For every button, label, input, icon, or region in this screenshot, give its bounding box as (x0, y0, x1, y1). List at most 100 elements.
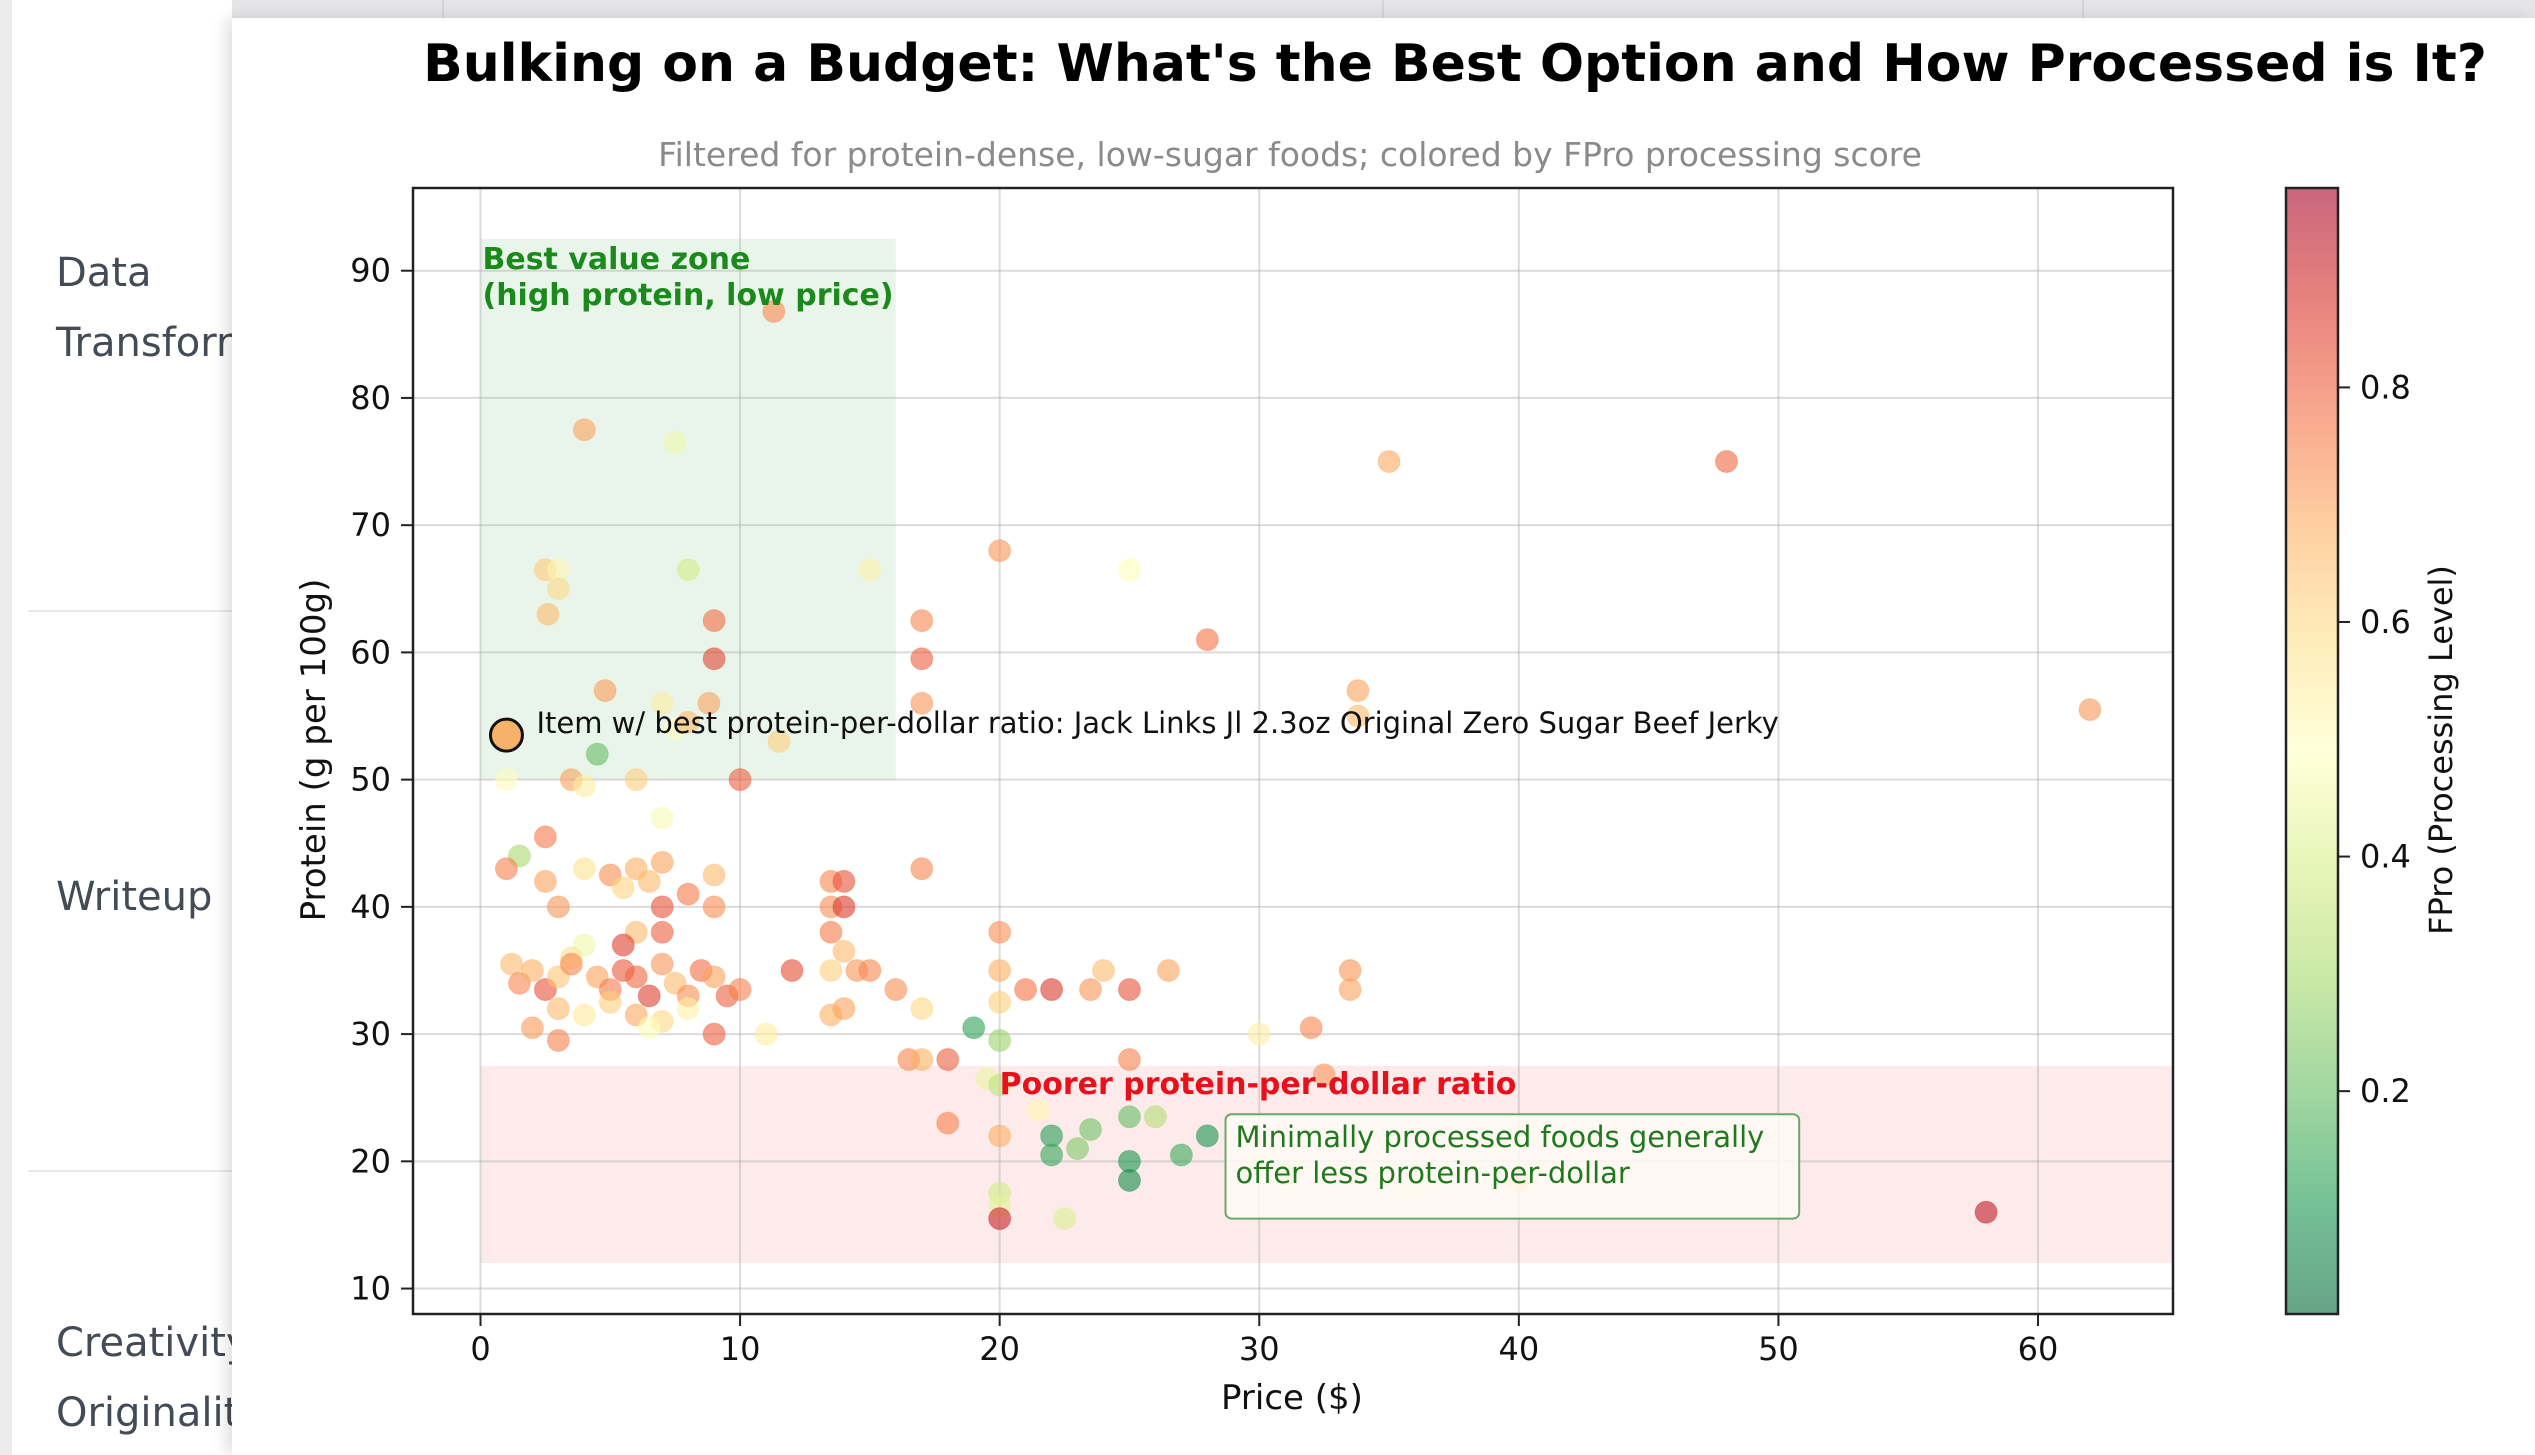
data-point (676, 882, 700, 906)
data-point (650, 850, 674, 874)
colorbar-tick-label: 0.6 (2360, 603, 2411, 641)
data-point (1312, 1063, 1336, 1087)
data-point (650, 952, 674, 976)
data-point (1066, 1137, 1090, 1161)
sidebar-label-creativity: Creativity Originalit (56, 1320, 250, 1436)
data-point (1079, 1118, 1103, 1142)
data-point (500, 952, 524, 976)
data-point (1053, 1207, 1077, 1231)
data-point (884, 978, 908, 1002)
sidebar-label-writeup: Writeup (56, 874, 213, 920)
y-tick-label: 50 (350, 761, 391, 799)
chart-title: Bulking on a Budget: What's the Best Opt… (423, 34, 2487, 94)
data-point (598, 990, 622, 1014)
data-point (637, 1016, 661, 1040)
colorbar-label: FPro (Processing Level) (2422, 565, 2460, 935)
colorbar-tick-label: 0.4 (2360, 838, 2411, 876)
data-point (988, 1073, 1012, 1097)
data-point (676, 710, 700, 734)
data-point (936, 1111, 960, 1135)
note-line-2: offer less protein-per-dollar (1236, 1156, 1630, 1190)
data-point (1195, 1124, 1219, 1148)
y-axis-label: Protein (g per 100g) (294, 579, 334, 922)
x-axis-label: Price ($) (1221, 1378, 1363, 1418)
sidebar-label-data-transform: Data Transforr (56, 250, 233, 366)
data-point (988, 1207, 1012, 1231)
y-tick-label: 60 (350, 633, 391, 671)
data-point (1117, 558, 1141, 582)
y-tick-label: 20 (350, 1142, 391, 1180)
data-point (624, 965, 648, 989)
y-tick-label: 80 (350, 379, 391, 417)
colorbar (2286, 188, 2338, 1314)
data-point (593, 679, 617, 703)
data-point (988, 1124, 1012, 1148)
data-point (2078, 698, 2102, 722)
data-point (988, 1028, 1012, 1052)
data-point (585, 742, 609, 766)
data-point (936, 1048, 960, 1072)
colorbar-tick-label: 0.2 (2360, 1072, 2411, 1110)
data-point (910, 691, 934, 715)
data-point (988, 990, 1012, 1014)
data-point (767, 729, 791, 753)
data-point (650, 895, 674, 919)
data-point (637, 984, 661, 1008)
y-tick-label: 70 (350, 506, 391, 544)
data-point (910, 609, 934, 633)
data-point (520, 958, 544, 982)
data-point (624, 768, 648, 792)
x-tick-label: 0 (470, 1330, 490, 1368)
data-point (910, 1048, 934, 1072)
data-point (1092, 958, 1116, 982)
data-point (832, 869, 856, 893)
x-tick-label: 40 (1498, 1330, 1539, 1368)
poorer-ratio-label: Poorer protein-per-dollar ratio (1000, 1067, 1517, 1102)
data-point (546, 1028, 570, 1052)
data-point (702, 863, 726, 887)
data-point (520, 1016, 544, 1040)
data-point (754, 1022, 778, 1046)
best-value-zone-label: Best value zone (482, 242, 750, 277)
data-point (546, 895, 570, 919)
data-point (1338, 978, 1362, 1002)
data-point (1247, 1022, 1271, 1046)
colorbar-tick-label: 0.8 (2360, 368, 2411, 406)
data-point (702, 1022, 726, 1046)
data-point (663, 430, 687, 454)
data-point (572, 1003, 596, 1027)
rubric-sidebar (12, 0, 272, 1455)
x-tick-label: 30 (1239, 1330, 1280, 1368)
data-point (702, 609, 726, 633)
data-point (676, 997, 700, 1021)
data-point (572, 857, 596, 881)
note-line-1: Minimally processed foods generally (1236, 1120, 1765, 1154)
data-point (702, 895, 726, 919)
data-point (1299, 1016, 1323, 1040)
data-point (728, 978, 752, 1002)
data-point (650, 806, 674, 830)
data-point (637, 869, 661, 893)
data-point (533, 825, 557, 849)
data-point (1117, 1168, 1141, 1192)
data-point (559, 952, 583, 976)
data-point (1974, 1200, 1998, 1224)
data-point (1027, 1098, 1051, 1122)
data-point (494, 857, 518, 881)
best-value-zone (480, 238, 896, 780)
data-point (611, 933, 635, 957)
data-point (546, 997, 570, 1021)
chart-subtitle: Filtered for protein-dense, low-sugar fo… (658, 135, 1922, 174)
data-point (988, 539, 1012, 563)
data-point (1117, 1048, 1141, 1072)
y-tick-label: 90 (350, 252, 391, 290)
data-point (702, 647, 726, 671)
sidebar-divider (28, 610, 258, 612)
data-point (702, 965, 726, 989)
data-point (988, 958, 1012, 982)
data-point (1195, 628, 1219, 652)
data-point (1117, 1105, 1141, 1129)
data-point (1346, 679, 1370, 703)
data-point (676, 558, 700, 582)
